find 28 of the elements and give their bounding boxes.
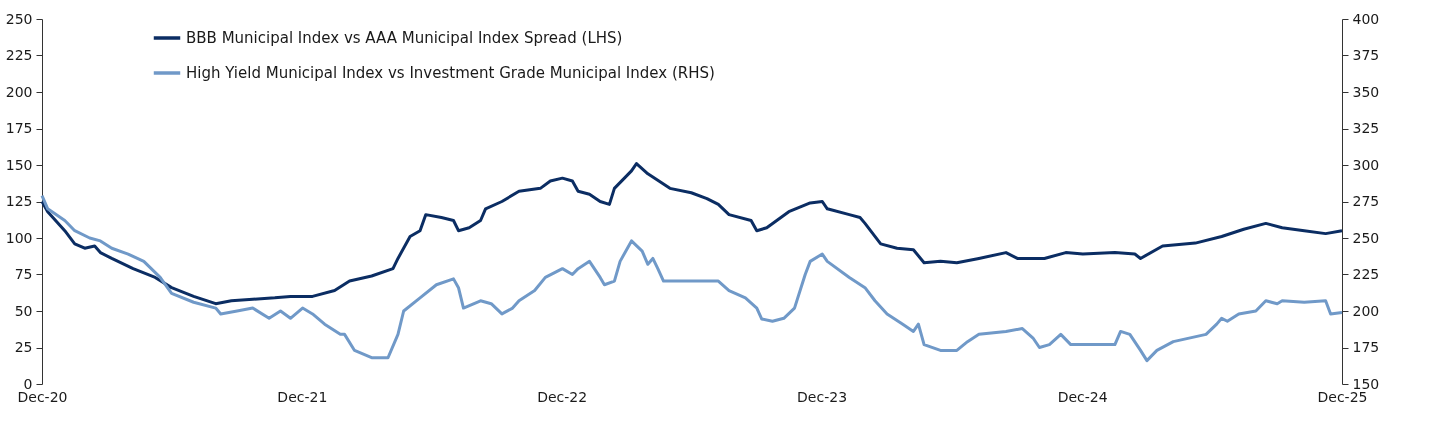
y-tick-label: 25 [14,339,33,355]
y2-tick-label: 200 [1352,302,1380,319]
y2-tick-label: 175 [1352,339,1380,355]
y-tick-label: 75 [14,266,33,282]
legend-label: BBB Municipal Index vs AAA Municipal Index Spread (LHS) [186,29,623,47]
y-tick-label: 150 [5,156,33,173]
y-tick-label: 200 [5,83,33,100]
y2-tick-label: 250 [1352,229,1380,246]
legend-label: High Yield Municipal Index vs Investment Grade Municipal Index (RHS) [186,64,715,82]
y2-tick-label: 325 [1352,120,1380,136]
y-tick-label: 100 [5,229,33,246]
x-tick-label: Dec-22 [537,388,588,405]
y-tick-label: 50 [14,302,33,319]
y2-tick-label: 225 [1352,266,1380,282]
line-series [40,162,1344,306]
y-tick-label: 125 [5,193,33,209]
y2-tick-label: 300 [1352,156,1380,173]
x-tick-label: Dec-23 [797,388,848,405]
y-tick-label: 225 [5,47,33,63]
y2-tick-label: 350 [1352,83,1380,100]
y-tick-label: 175 [5,120,33,136]
y-tick-label: 250 [5,10,33,27]
line-series [40,194,1344,363]
x-tick-label: Dec-24 [1057,388,1108,405]
y2-tick-label: 400 [1352,10,1380,27]
x-tick-label: Dec-21 [277,388,328,405]
y2-tick-label: 375 [1352,47,1380,63]
y2-tick-label: 275 [1352,193,1380,209]
